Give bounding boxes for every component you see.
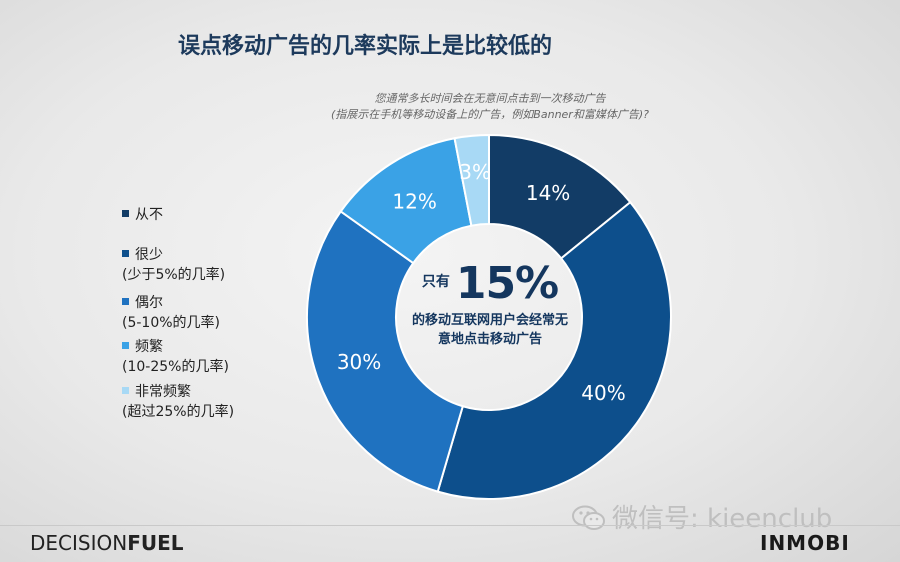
inmobi-logo: INMOBI <box>760 531 850 555</box>
legend-item-rarely: 很少 (少于5%的几率) <box>122 245 225 285</box>
legend-swatch <box>122 210 129 217</box>
wechat-icon <box>572 505 605 530</box>
question-line-2: (指展示在手机等移动设备上的广告，例如Banner和富媒体广告)? <box>331 108 649 121</box>
legend-label: 很少 <box>135 247 163 263</box>
center-callout: 只有 15% 的移动互联网用户会经常无 意地点击移动广告 <box>383 258 597 349</box>
slide-title: 误点移动广告的几率实际上是比较低的 <box>178 34 553 59</box>
legend-label: 非常频繁 <box>135 384 191 400</box>
footer-divider <box>0 525 900 526</box>
slice-occasionally <box>306 210 465 493</box>
center-prefix: 只有 <box>421 274 450 290</box>
decisionfuel-logo: DECISIONFUEL <box>30 531 184 555</box>
legend-sub: (超过25%的几率) <box>122 404 235 420</box>
center-percentage: 15% <box>455 258 559 309</box>
legend-label: 偶尔 <box>135 295 163 311</box>
slice-very-frequently <box>453 133 490 227</box>
question-line-1: 您通常多长时间会在无意间点击到一次移动广告 <box>374 92 606 105</box>
legend-label: 从不 <box>135 207 163 223</box>
legend-sub: (10-25%的几率) <box>122 359 229 375</box>
wechat-id: 微信号: kieenclub <box>612 504 833 534</box>
legend-swatch <box>122 387 129 394</box>
slice-label-frequently: 12% <box>392 189 436 213</box>
legend-swatch <box>122 298 129 305</box>
logo-part-decision: DECISION <box>30 531 128 555</box>
slice-label-occasionally: 30% <box>337 350 381 374</box>
center-desc-line-2: 意地点击移动广告 <box>437 332 542 347</box>
legend-item-occasionally: 偶尔 (5-10%的几率) <box>122 293 220 333</box>
legend-label: 频繁 <box>135 339 163 355</box>
slice-rarely <box>436 200 672 500</box>
slice-label-never: 14% <box>526 181 570 205</box>
legend-item-never: 从不 <box>122 205 163 225</box>
legend-item-very-frequently: 非常频繁 (超过25%的几率) <box>122 382 234 422</box>
slice-label-very-frequently: 3% <box>459 160 491 184</box>
legend-sub: (5-10%的几率) <box>122 315 220 331</box>
legend-item-frequently: 频繁 (10-25%的几率) <box>122 337 229 377</box>
legend-swatch <box>122 342 129 349</box>
legend-sub: (少于5%的几率) <box>122 267 226 283</box>
logo-part-fuel: FUEL <box>127 531 184 555</box>
center-description: 的移动互联网用户会经常无 意地点击移动广告 <box>383 311 597 349</box>
center-desc-line-1: 的移动互联网用户会经常无 <box>411 313 568 328</box>
slice-label-rarely: 40% <box>581 381 625 405</box>
wechat-watermark: 微信号: kieenclub <box>572 498 832 535</box>
legend-swatch <box>122 250 129 257</box>
